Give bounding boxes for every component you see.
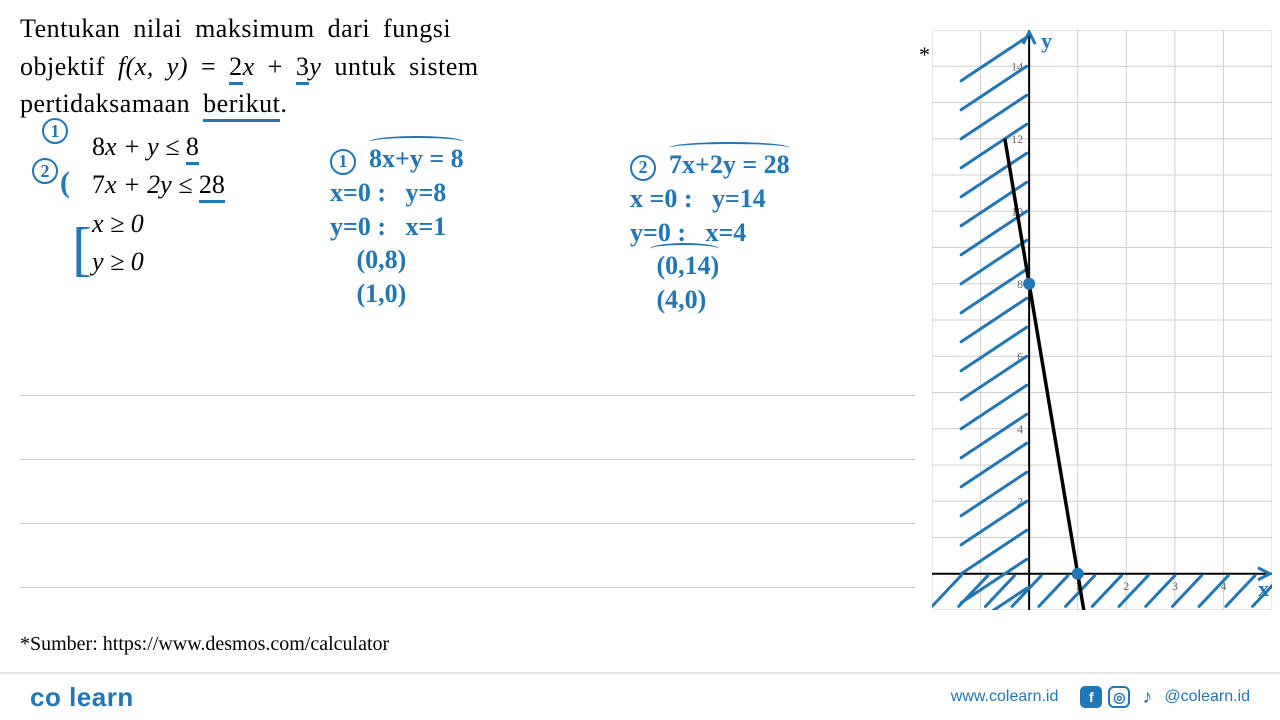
facebook-icon: f	[1080, 686, 1102, 708]
working-block-2: 2 7x+2y = 28 x =0 : y=14 y=0 : x=4 (0,14…	[630, 148, 790, 317]
problem-line1: Tentukan nilai maksimum dari fungsi	[20, 14, 451, 43]
annotation-circle-1: 1	[42, 118, 68, 144]
footer-url: www.colearn.id	[951, 688, 1059, 706]
annotation-paren: (	[60, 166, 70, 200]
instagram-icon: ◎	[1108, 686, 1130, 708]
svg-text:4: 4	[1017, 422, 1023, 436]
asterisk-marker: *	[919, 42, 930, 68]
brand-logo: co learn	[30, 682, 134, 713]
tiktok-icon: ♪	[1136, 686, 1158, 708]
working-block-1: 1 8x+y = 8 x=0 : y=8 y=0 : x=1 (0,8) (1,…	[330, 142, 464, 311]
svg-text:2: 2	[1123, 579, 1129, 593]
social-links: f ◎ ♪ @colearn.id	[1080, 686, 1250, 708]
svg-text:3: 3	[1172, 579, 1178, 593]
annotation-circle-2: 2	[32, 158, 58, 184]
svg-text:y: y	[1041, 30, 1052, 53]
page-footer: co learn www.colearn.id f ◎ ♪ @colearn.i…	[0, 672, 1280, 720]
coordinate-graph: 12342468101214yx	[932, 30, 1272, 610]
svg-text:8: 8	[1017, 277, 1023, 291]
svg-text:x: x	[1258, 576, 1269, 601]
source-citation: *Sumber: https://www.desmos.com/calculat…	[20, 633, 389, 656]
ruled-lines	[20, 395, 915, 651]
annotation-bracket: [	[72, 215, 92, 284]
problem-statement: Tentukan nilai maksimum dari fungsi obje…	[20, 10, 910, 123]
